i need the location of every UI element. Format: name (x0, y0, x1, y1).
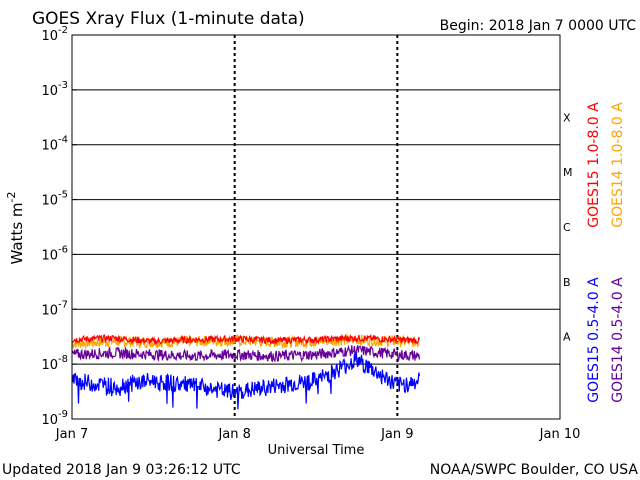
flare-class-label: C (563, 221, 571, 234)
begin-label: Begin: 2018 Jan 7 0000 UTC (440, 18, 637, 34)
y-tick-base: 10 (41, 194, 58, 209)
y-tick-base: 10 (41, 29, 58, 44)
y-tick-base: 10 (41, 139, 58, 154)
y-tick-label: 10-5 (41, 190, 68, 209)
flare-class-label: M (563, 166, 573, 179)
legend: GOES15 1.0-8.0 A GOES14 1.0-8.0 A GOES15 0… (586, 102, 626, 403)
y-tick-exponent: -9 (58, 409, 68, 420)
legend-entry: GOES15 0.5-4.0 A (586, 277, 602, 403)
y-tick-label: 10-9 (41, 409, 68, 428)
updated-label: Updated 2018 Jan 9 03:26:12 UTC (2, 462, 241, 478)
flare-class-labels: A B C M X (563, 111, 573, 343)
chart-title: GOES Xray Flux (1-minute data) (32, 9, 305, 29)
y-tick-exponent: -7 (58, 299, 68, 310)
y-tick-base: 10 (41, 303, 58, 318)
flare-class-label: X (563, 111, 571, 124)
flare-class-label: B (563, 276, 571, 289)
x-tick-label: Jan 7 (55, 427, 88, 442)
series-layer (71, 332, 421, 410)
y-tick-label: 10-3 (41, 80, 68, 99)
y-tick-exponent: -3 (58, 80, 68, 91)
y-tick-label: 10-4 (41, 135, 68, 154)
x-tick-label: Jan 9 (380, 427, 413, 442)
legend-entry: GOES14 1.0-8.0 A (610, 102, 626, 228)
x-axis-label: Universal Time (268, 443, 365, 458)
x-tick-label: Jan 8 (217, 427, 250, 442)
y-tick-exponent: -8 (58, 354, 68, 365)
y-tick-label: 10-7 (41, 299, 68, 318)
flare-class-label: A (563, 331, 571, 344)
y-tick-exponent: -2 (58, 25, 68, 36)
y-tick-label: 10-8 (41, 354, 68, 373)
y-tick-exponent: -5 (58, 190, 68, 201)
credit-label: NOAA/SWPC Boulder, CO USA (430, 462, 639, 478)
plot-frame (71, 34, 561, 420)
grid (72, 35, 560, 419)
y-axis-label: Watts m-2 (5, 192, 26, 265)
y-tick-base: 10 (41, 358, 58, 373)
series-line-goes14-0-5-4-0-a (71, 344, 421, 363)
y-tick-label: 10-2 (41, 25, 68, 44)
y-tick-base: 10 (41, 84, 58, 99)
series-line-goes14-1-0-8-0-a (71, 332, 420, 350)
x-tick-labels: Jan 7 Jan 8 Jan 9 Jan 10 (55, 427, 581, 442)
legend-entry: GOES15 1.0-8.0 A (586, 102, 602, 228)
y-axis-label-exponent: -2 (5, 192, 18, 203)
y-tick-exponent: -6 (58, 244, 68, 255)
y-tick-exponent: -4 (58, 135, 68, 146)
y-tick-base: 10 (41, 413, 58, 428)
legend-entry: GOES14 0.5-4.0 A (610, 277, 626, 403)
y-axis-label-text: Watts m (8, 202, 26, 264)
y-tick-base: 10 (41, 248, 58, 263)
y-tick-labels: 10-910-810-710-610-510-410-310-2 (41, 25, 77, 428)
series-line-goes15-0-5-4-0-a (71, 351, 421, 410)
series-line-goes15-1-0-8-0-a (71, 333, 421, 346)
y-tick-label: 10-6 (41, 244, 68, 263)
x-tick-label: Jan 10 (539, 427, 581, 442)
